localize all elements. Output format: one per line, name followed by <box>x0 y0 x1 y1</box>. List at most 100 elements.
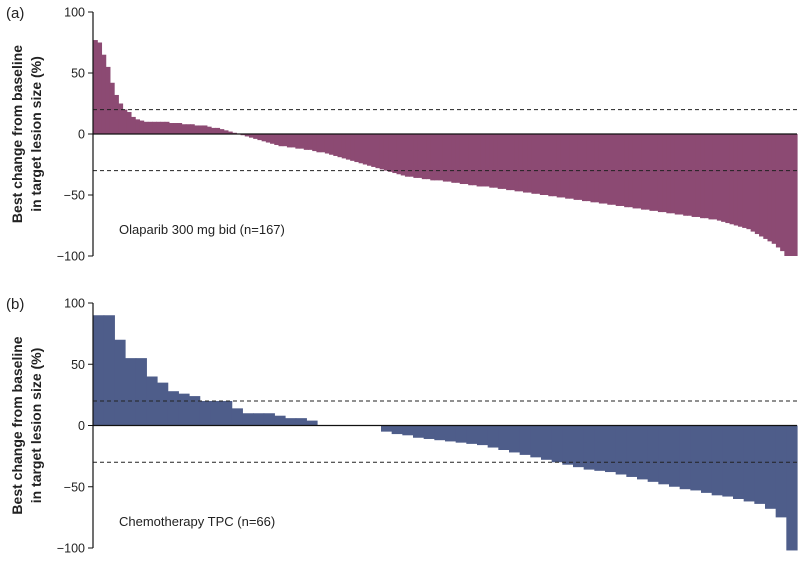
bar <box>367 134 372 166</box>
bar <box>135 119 140 134</box>
bar <box>552 134 558 197</box>
bar <box>93 40 98 135</box>
bar <box>345 134 351 160</box>
y-axis-label-line: in target lesion size (%) <box>28 56 44 212</box>
bar <box>409 134 414 177</box>
bar <box>603 134 608 204</box>
bar <box>285 418 297 426</box>
bar <box>93 315 105 426</box>
bar <box>662 134 667 213</box>
bar <box>582 134 587 202</box>
y-tick-label: 50 <box>71 358 85 372</box>
bar <box>577 134 583 200</box>
bar <box>417 134 423 178</box>
bar <box>509 425 521 453</box>
bar <box>786 425 798 551</box>
bar <box>658 425 670 485</box>
bar <box>519 425 531 455</box>
bar <box>206 126 212 134</box>
bar <box>598 134 604 204</box>
panel-letter: (b) <box>6 296 24 313</box>
bar <box>476 134 482 187</box>
bar <box>562 425 574 465</box>
bar <box>594 134 600 203</box>
bar <box>649 134 655 211</box>
bar <box>122 109 128 134</box>
bar <box>573 425 585 468</box>
bar <box>742 134 748 228</box>
bar <box>97 42 103 134</box>
bar <box>636 134 642 209</box>
bar <box>221 401 233 426</box>
bar <box>647 425 659 482</box>
bar <box>152 121 157 134</box>
bar <box>583 425 595 470</box>
bar <box>455 134 461 183</box>
bar <box>103 315 115 426</box>
bar <box>754 425 766 504</box>
bar <box>463 134 469 185</box>
bar <box>510 134 516 191</box>
bar <box>291 134 296 148</box>
bar <box>265 134 271 143</box>
bar <box>324 134 330 154</box>
bar <box>157 382 169 426</box>
bar <box>404 134 410 177</box>
bar <box>438 134 444 181</box>
bar <box>181 124 187 134</box>
bar <box>282 134 288 147</box>
bar <box>632 134 638 209</box>
bar <box>286 134 292 148</box>
y-tick-label: −50 <box>64 189 85 203</box>
bar <box>678 134 684 215</box>
bar <box>590 134 596 203</box>
bar <box>628 134 634 208</box>
bar <box>114 339 126 426</box>
bar <box>219 129 225 134</box>
y-tick-label: 0 <box>78 128 85 142</box>
bar <box>669 425 681 487</box>
bar <box>118 103 124 134</box>
bar <box>199 401 211 426</box>
bar <box>392 134 398 174</box>
bar <box>274 415 286 426</box>
bar <box>615 134 621 206</box>
bar <box>227 131 233 134</box>
bar <box>544 134 549 195</box>
bar <box>539 134 545 195</box>
bar <box>493 134 499 188</box>
bar <box>535 134 541 194</box>
bar <box>295 134 301 149</box>
bar <box>242 413 254 426</box>
bar <box>485 134 490 187</box>
bar <box>615 425 627 475</box>
bar <box>434 425 446 441</box>
bar <box>754 134 760 235</box>
bar <box>670 134 676 214</box>
bar <box>605 425 617 473</box>
bar <box>244 134 250 137</box>
bar <box>771 134 777 244</box>
bar <box>358 134 364 164</box>
bar <box>480 134 486 187</box>
bar <box>215 127 221 134</box>
bar <box>763 134 769 239</box>
bar <box>173 123 178 134</box>
bar <box>594 425 606 471</box>
bar <box>400 134 406 176</box>
panel-b: (b) Best change from baseline in target le… <box>6 296 798 556</box>
bar <box>497 134 503 189</box>
group-annotation: Olaparib 300 mg bid (n=167) <box>119 222 285 237</box>
bar <box>156 121 162 134</box>
bar <box>402 425 414 436</box>
bar <box>270 134 275 144</box>
panel-a: (a) Best change from baseline in target le… <box>6 5 798 264</box>
bar <box>198 125 204 134</box>
y-axis-label-line: Best change from baseline <box>9 336 25 514</box>
bar <box>700 134 705 219</box>
bar <box>472 134 478 186</box>
bar <box>737 134 743 227</box>
bar <box>139 120 145 134</box>
bar <box>687 134 693 216</box>
